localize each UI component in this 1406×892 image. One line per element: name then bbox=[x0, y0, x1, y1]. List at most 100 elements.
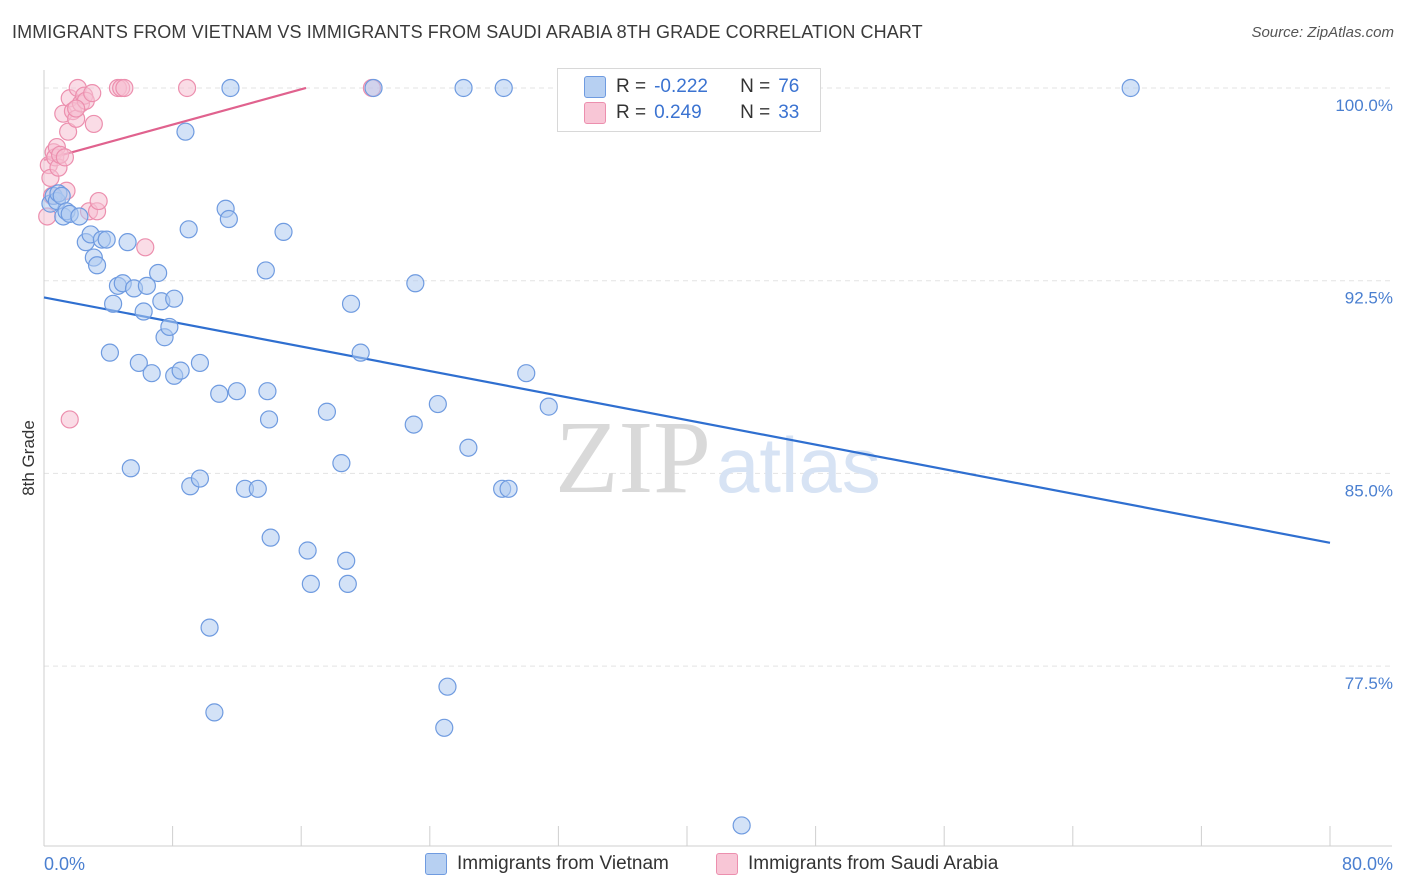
vietnam-point bbox=[129, 353, 148, 373]
vietnam-point bbox=[190, 469, 210, 488]
vietnam-point bbox=[1121, 78, 1140, 98]
saudi-arabia-trend-line bbox=[43, 86, 307, 161]
r-label: R = bbox=[616, 76, 647, 97]
legend-saudi-label: Immigrants from Saudi Arabia bbox=[748, 853, 999, 874]
vietnam-point bbox=[219, 209, 238, 229]
r-label: R = bbox=[616, 102, 647, 123]
grid-lines bbox=[44, 87, 1392, 667]
n-value: 76 bbox=[778, 76, 800, 97]
vietnam-point bbox=[70, 207, 89, 226]
saudi-arabia-points bbox=[38, 78, 382, 429]
legend-vietnam-label: Immigrants from Vietnam bbox=[457, 853, 669, 874]
y-tick-label: 100.0% bbox=[1335, 96, 1393, 115]
source-credit: Source: ZipAtlas.com bbox=[1251, 24, 1394, 41]
chart-title: IMMIGRANTS FROM VIETNAM VS IMMIGRANTS FR… bbox=[12, 22, 923, 42]
saudi-arabia-point bbox=[55, 148, 74, 167]
vietnam-point bbox=[221, 78, 240, 98]
legend-item-saudi-arabia: Immigrants from Saudi Arabia bbox=[716, 851, 998, 877]
trend-lines bbox=[43, 86, 1331, 544]
vietnam-point bbox=[332, 454, 351, 473]
vietnam-swatch bbox=[584, 76, 606, 98]
x-tick-label-max: 80.0% bbox=[1342, 854, 1393, 874]
vietnam-point bbox=[494, 78, 513, 98]
vietnam-point bbox=[227, 382, 246, 401]
vietnam-point bbox=[428, 394, 447, 414]
r-value: 0.249 bbox=[654, 102, 702, 123]
vietnam-point bbox=[258, 382, 277, 401]
stats-row-vietnam: R = -0.222 N = 76 bbox=[584, 74, 799, 100]
vietnam-point bbox=[539, 397, 558, 416]
vietnam-point bbox=[248, 479, 267, 498]
vietnam-point bbox=[121, 459, 140, 478]
vietnam-point bbox=[171, 361, 190, 380]
vietnam-point bbox=[517, 364, 536, 383]
vietnam-point bbox=[142, 364, 161, 383]
stats-row-saudi-arabia: R = 0.249 N = 33 bbox=[584, 100, 799, 126]
vietnam-point bbox=[351, 343, 370, 362]
vietnam-point bbox=[338, 574, 357, 594]
vietnam-point bbox=[160, 317, 179, 337]
vietnam-point bbox=[176, 122, 195, 141]
vietnam-point bbox=[137, 276, 156, 295]
saudi-arabia-point bbox=[67, 99, 86, 118]
vietnam-point bbox=[435, 718, 454, 737]
vietnam-point bbox=[341, 294, 361, 313]
legend-saudi-swatch bbox=[716, 853, 738, 875]
vietnam-point bbox=[259, 410, 279, 429]
n-label: N = bbox=[740, 76, 771, 97]
vietnam-point bbox=[301, 574, 320, 594]
vietnam-point bbox=[190, 353, 210, 373]
vietnam-point bbox=[298, 541, 317, 560]
saudi-arabia-point bbox=[83, 84, 102, 103]
vietnam-point bbox=[134, 302, 153, 321]
vietnam-point bbox=[179, 220, 198, 239]
vietnam-point bbox=[406, 274, 425, 293]
vietnam-point bbox=[205, 703, 224, 722]
saudi-arabia-swatch bbox=[584, 102, 606, 124]
vietnam-point bbox=[274, 222, 293, 241]
watermark: ZIP atlas bbox=[555, 400, 881, 515]
n-label: N = bbox=[740, 102, 771, 123]
x-tick-label-min: 0.0% bbox=[44, 854, 85, 874]
vietnam-point bbox=[97, 230, 116, 249]
vietnam-point bbox=[454, 78, 473, 98]
vietnam-point bbox=[499, 479, 518, 498]
saudi-arabia-point bbox=[59, 122, 78, 141]
n-value: 33 bbox=[778, 102, 800, 123]
watermark-zip: ZIP bbox=[555, 400, 711, 515]
vietnam-point bbox=[317, 402, 337, 421]
vietnam-point bbox=[165, 289, 184, 308]
y-axis-title: 8th Grade bbox=[19, 420, 38, 496]
vietnam-point bbox=[256, 261, 275, 280]
legend-vietnam-swatch bbox=[425, 853, 447, 875]
vietnam-point bbox=[210, 384, 229, 403]
vietnam-point bbox=[732, 816, 751, 835]
vietnam-point bbox=[364, 78, 383, 98]
vietnam-point bbox=[438, 677, 457, 696]
stats-legend: R = -0.222 N = 76 R = 0.249 N = 33 bbox=[557, 68, 821, 132]
y-tick-label: 77.5% bbox=[1345, 674, 1393, 693]
saudi-arabia-point bbox=[89, 191, 108, 211]
vietnam-point bbox=[337, 551, 356, 570]
vietnam-point bbox=[118, 233, 137, 252]
vietnam-point bbox=[52, 186, 71, 206]
saudi-arabia-point bbox=[136, 238, 155, 257]
vietnam-point bbox=[149, 263, 168, 283]
vietnam-point bbox=[104, 294, 123, 313]
vietnam-point bbox=[261, 528, 280, 547]
saudi-arabia-point bbox=[84, 114, 103, 134]
legend-item-vietnam: Immigrants from Vietnam bbox=[425, 851, 669, 877]
vietnam-point bbox=[459, 438, 478, 457]
vietnam-trend-line bbox=[43, 296, 1331, 544]
axis-labels: 100.0% 92.5% 85.0% 77.5% 0.0% 80.0% 8th Grade bbox=[19, 96, 1393, 874]
y-tick-label: 85.0% bbox=[1345, 481, 1393, 500]
watermark-atlas: atlas bbox=[716, 421, 881, 509]
saudi-arabia-point bbox=[115, 78, 134, 98]
y-tick-label: 92.5% bbox=[1345, 289, 1393, 308]
vietnam-point bbox=[200, 618, 219, 637]
vietnam-point bbox=[87, 256, 107, 275]
vietnam-point bbox=[404, 415, 423, 434]
r-value: -0.222 bbox=[654, 76, 708, 97]
vietnam-points bbox=[41, 78, 1140, 835]
